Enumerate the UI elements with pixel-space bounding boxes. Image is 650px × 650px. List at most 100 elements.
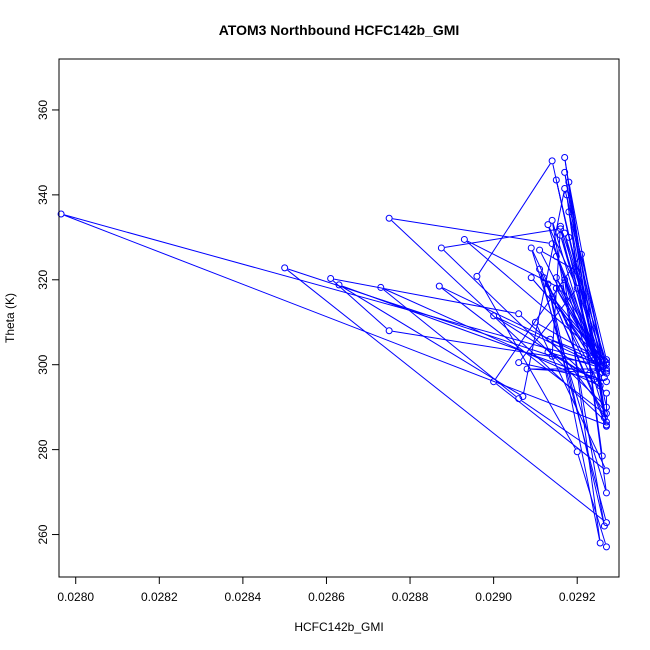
series-segment <box>565 282 598 366</box>
y-axis: 260 280 300 320 340 360 <box>36 100 59 545</box>
data-point <box>385 327 393 335</box>
series-segment <box>570 324 599 371</box>
data-point <box>552 284 560 292</box>
data-point <box>556 231 564 239</box>
data-point <box>594 350 602 358</box>
data-point <box>598 356 606 364</box>
data-point <box>544 221 552 229</box>
data-point <box>561 229 569 237</box>
data-point <box>600 522 608 530</box>
data-point <box>590 356 598 364</box>
data-point <box>552 274 560 282</box>
data-point <box>573 284 581 292</box>
data-point <box>600 373 608 381</box>
series-segment <box>466 241 596 353</box>
data-point <box>490 378 498 386</box>
data-point <box>515 395 523 403</box>
data-point <box>548 216 556 224</box>
data-point <box>602 365 610 373</box>
series-segment <box>557 290 601 358</box>
data-point <box>600 414 608 422</box>
data-point <box>548 293 556 301</box>
data-point <box>385 214 393 222</box>
series-segment <box>444 228 558 248</box>
data-point <box>561 276 569 284</box>
data-point <box>335 281 343 289</box>
data-point <box>556 222 564 230</box>
x-tick-label: 0.0282 <box>141 590 178 604</box>
data-point <box>460 235 468 243</box>
series-segment <box>530 368 597 374</box>
data-point <box>556 284 564 292</box>
series-segment <box>442 287 596 362</box>
series-segment <box>332 280 387 329</box>
data-point <box>546 335 554 343</box>
data-point <box>561 168 569 176</box>
data-point <box>544 280 552 288</box>
series-segment <box>552 223 594 358</box>
data-point <box>590 376 598 384</box>
data-point <box>586 369 594 377</box>
plot-area <box>57 58 620 578</box>
data-point <box>573 448 581 456</box>
series-segment <box>495 256 580 380</box>
series-segment <box>341 286 521 396</box>
x-tick-label: 0.0286 <box>308 590 345 604</box>
data-point <box>598 452 606 460</box>
data-point <box>548 352 556 360</box>
x-tick-label: 0.0292 <box>559 590 596 604</box>
series-segment <box>553 299 599 365</box>
data-point <box>602 367 610 375</box>
series-segment <box>548 287 600 540</box>
data-point <box>527 244 535 252</box>
series-segment <box>287 269 605 521</box>
series-segment <box>520 315 605 392</box>
data-point <box>602 422 610 430</box>
data-point <box>602 410 610 418</box>
data-point <box>596 369 604 377</box>
x-tick-label: 0.0290 <box>475 590 512 604</box>
data-point <box>536 265 544 273</box>
data-point <box>536 246 544 254</box>
data-point <box>519 393 527 401</box>
series-segment <box>538 323 600 360</box>
data-point <box>527 274 535 282</box>
series-segment <box>542 251 575 271</box>
series-segment <box>287 268 549 356</box>
y-tick-label: 320 <box>36 269 50 289</box>
series-segment <box>565 236 602 358</box>
series-segment <box>548 287 605 523</box>
plot-frame <box>58 58 620 578</box>
data-point <box>552 176 560 184</box>
series-segment <box>566 198 607 490</box>
data-point <box>565 233 573 241</box>
data-point <box>600 356 608 364</box>
series-segment <box>342 285 604 381</box>
data-point <box>565 208 573 216</box>
series-segment <box>64 214 604 425</box>
data-point <box>602 543 610 551</box>
data-point <box>57 210 65 218</box>
y-axis-label: Theta (K) <box>3 293 17 343</box>
y-tick-label: 280 <box>36 439 50 459</box>
x-axis-label: HCFC142b_GMI <box>294 620 383 634</box>
series-segment <box>569 185 603 358</box>
y-tick-label: 300 <box>36 354 50 374</box>
data-point <box>596 382 604 390</box>
x-axis: 0.0280 0.0282 0.0284 0.0286 0.0288 0.0290 0.02… <box>57 577 596 604</box>
data-point <box>602 489 610 497</box>
data-point <box>602 389 610 397</box>
series-segment <box>443 250 605 406</box>
data-point <box>327 275 335 283</box>
data-point <box>548 157 556 165</box>
x-tick-label: 0.0280 <box>57 590 94 604</box>
data-point <box>515 359 523 367</box>
series-segment <box>531 251 606 490</box>
data-point <box>563 191 571 199</box>
series-segment <box>496 383 605 470</box>
series-segment <box>551 352 595 367</box>
y-tick-label: 260 <box>36 524 50 544</box>
data-point <box>377 283 385 291</box>
chart-title: ATOM3 Northbound HCFC142b_GMI <box>219 22 460 38</box>
